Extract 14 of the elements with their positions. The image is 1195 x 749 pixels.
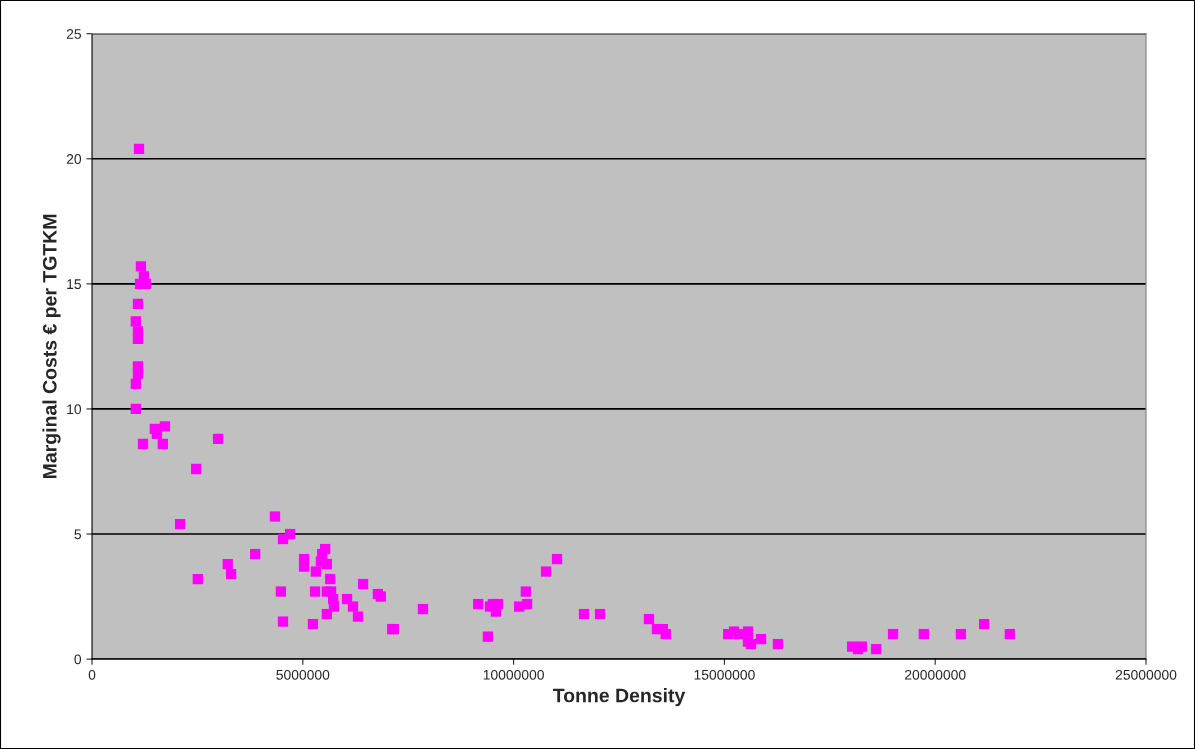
y-tick-label: 5 — [74, 529, 82, 540]
x-tick-label: 10000000 — [483, 669, 544, 680]
x-tick-label: 20000000 — [905, 669, 966, 680]
x-tick-label: 5000000 — [276, 669, 330, 680]
x-tick-label: 15000000 — [694, 669, 755, 680]
y-axis-title: Marginal Costs € per TGTKM — [42, 214, 61, 478]
y-tick-label: 25 — [66, 29, 82, 39]
x-tick-label: 25000000 — [1115, 669, 1177, 680]
x-axis-title: Tonne Density — [552, 688, 686, 707]
y-tick-label: 0 — [74, 654, 82, 665]
x-tick-label: 0 — [88, 669, 96, 680]
y-tick-label: 15 — [67, 279, 82, 290]
y-tick-label: 10 — [67, 404, 82, 415]
y-tick-label: 20 — [66, 154, 82, 164]
